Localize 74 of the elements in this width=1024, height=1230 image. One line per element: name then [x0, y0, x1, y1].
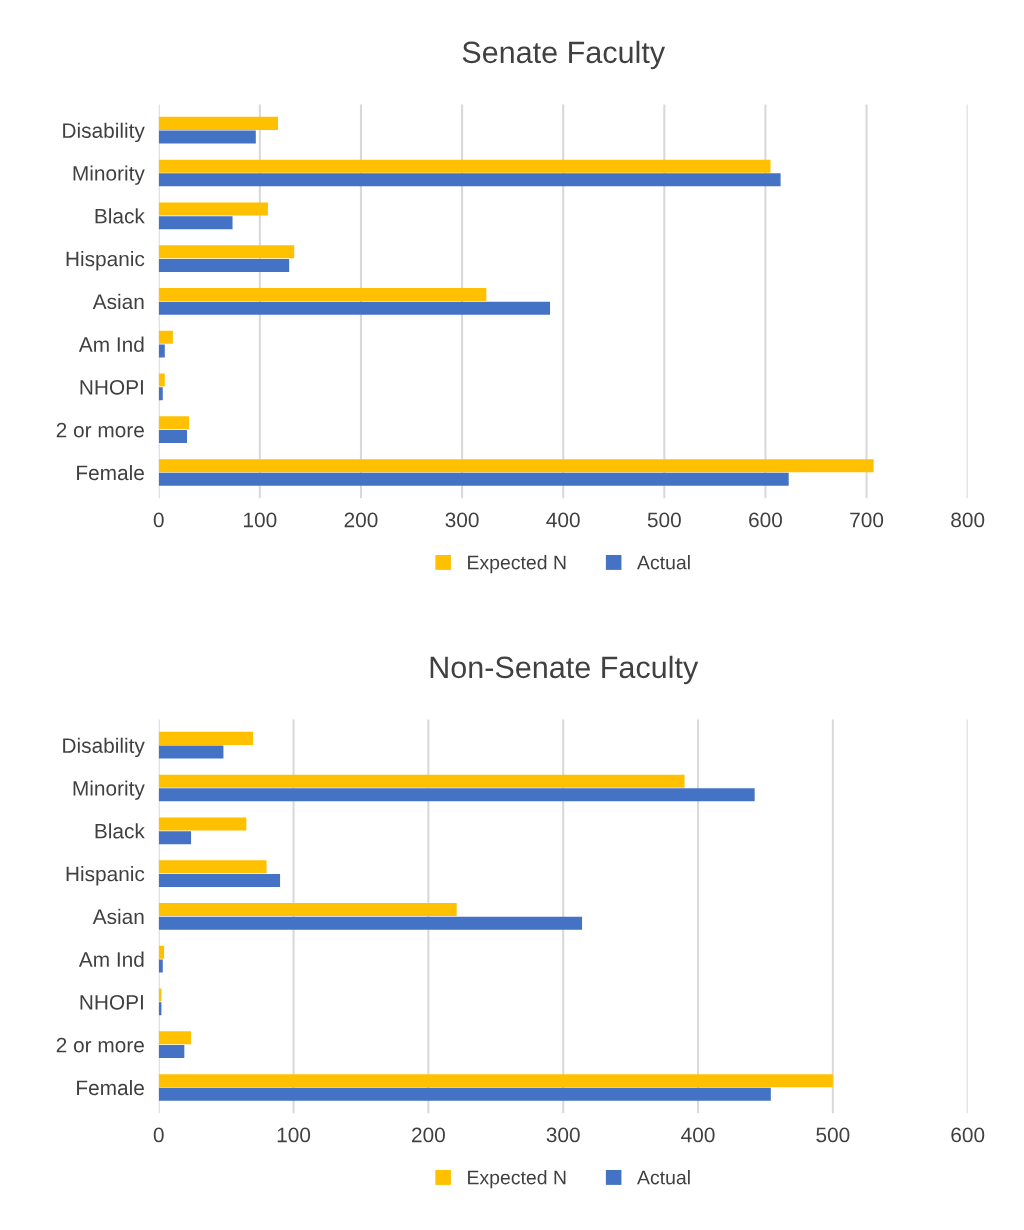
x-tick-label: 200: [344, 512, 378, 528]
y-tick-label: Black: [95, 208, 145, 224]
x-tick-label: 400: [546, 512, 580, 528]
bar: [158, 288, 487, 302]
y-tick-label: Minority: [73, 165, 145, 185]
bar: [158, 301, 551, 315]
bar: [158, 387, 163, 401]
bar: [158, 774, 685, 788]
y-tick-label: Female: [77, 1079, 144, 1096]
x-tick-label: 400: [681, 1127, 715, 1143]
bar: [158, 202, 268, 216]
x-tick-label: 300: [445, 512, 479, 528]
y-tick-label: Female: [77, 464, 144, 481]
bar: [158, 130, 256, 144]
bar: [158, 344, 165, 358]
bar: [158, 245, 295, 259]
x-tick-label: 0: [153, 512, 164, 528]
y-tick-label: Hispanic: [66, 866, 145, 886]
y-tick-label: Asian: [92, 908, 144, 925]
bar: [158, 860, 267, 874]
x-tick-label: 800: [951, 512, 985, 528]
x-tick-label: 500: [647, 512, 681, 528]
y-tick-label: 2 or more: [56, 1037, 144, 1053]
bar: [158, 216, 233, 230]
legend-label: Expected N: [468, 1170, 566, 1189]
y-tick-label: NHOPI: [80, 994, 143, 1010]
legend-label: Actual: [637, 1170, 690, 1185]
y-tick-label: Black: [95, 823, 145, 839]
bar: [158, 1074, 833, 1088]
y-tick-label: Disability: [63, 737, 145, 758]
chart-title: Senate Faculty: [462, 40, 666, 70]
y-tick-label: Asian: [92, 293, 144, 310]
bar: [158, 173, 781, 187]
bar: [158, 159, 771, 173]
x-tick-label: 500: [816, 1127, 850, 1143]
x-tick-label: 100: [244, 512, 277, 528]
x-tick-label: 600: [951, 1127, 985, 1143]
y-tick-label: 2 or more: [56, 422, 144, 438]
bar: [158, 330, 173, 344]
bar: [158, 1087, 771, 1101]
x-tick-label: 300: [546, 1127, 580, 1143]
y-tick-label: Am Ind: [78, 336, 144, 352]
y-tick-label: Minority: [73, 780, 145, 800]
bar: [158, 258, 290, 272]
y-tick-label: Hispanic: [66, 251, 145, 271]
bar: [158, 903, 457, 917]
y-tick-label: Disability: [63, 122, 145, 143]
bar: [158, 873, 281, 887]
bar: [158, 817, 247, 831]
x-tick-label: 600: [749, 512, 783, 528]
bar: [158, 1045, 185, 1059]
legend-label: Actual: [637, 555, 690, 570]
legend-label: Expected N: [468, 555, 566, 574]
x-tick-label: 200: [412, 1127, 445, 1143]
bar: [158, 945, 165, 959]
bar: [158, 731, 254, 745]
bar: [158, 416, 190, 430]
y-tick-label: NHOPI: [80, 379, 143, 395]
y-tick-label: Am Ind: [78, 951, 144, 967]
bar: [158, 916, 583, 930]
bar: [158, 831, 192, 845]
bar: [158, 459, 874, 473]
chart-title: Non-Senate Faculty: [430, 655, 699, 685]
bar: [158, 430, 188, 444]
bar: [158, 788, 755, 802]
bar: [158, 959, 163, 973]
bar: [158, 116, 279, 130]
x-tick-label: 700: [850, 512, 884, 528]
bar: [158, 373, 165, 387]
x-tick-label: 100: [277, 1127, 311, 1143]
bar: [158, 472, 789, 486]
bar: [158, 745, 224, 759]
bar: [158, 1031, 192, 1045]
x-tick-label: 0: [153, 1127, 164, 1143]
